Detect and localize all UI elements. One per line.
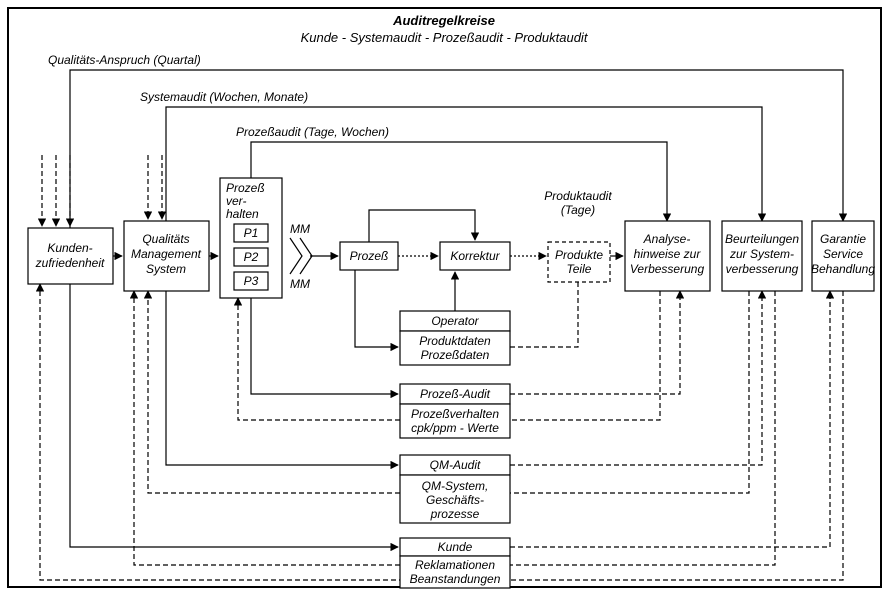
svg-text:Kunden-: Kunden-	[47, 241, 92, 255]
svg-text:Beurteilungen: Beurteilungen	[725, 232, 799, 246]
loop-label-produktaudit-2: (Tage)	[561, 203, 595, 217]
svg-text:QM-System,: QM-System,	[422, 479, 489, 493]
svg-text:Garantie: Garantie	[820, 232, 866, 246]
box-analyse: Analyse- hinweise zur Verbesserung	[625, 221, 710, 291]
mm-label-bottom: MM	[290, 277, 310, 291]
svg-text:Kunde: Kunde	[438, 540, 473, 554]
loop-label-produktaudit-1: Produktaudit	[544, 189, 612, 203]
kunde-feedback-to-qms	[134, 291, 400, 565]
svg-text:verbesserung: verbesserung	[726, 262, 799, 276]
svg-text:Korrektur: Korrektur	[450, 249, 500, 263]
box-operator: Operator Produktdaten Prozeßdaten	[400, 311, 510, 365]
svg-text:Qualitäts: Qualitäts	[142, 232, 189, 246]
svg-text:Teile: Teile	[567, 262, 592, 276]
svg-text:Beanstandungen: Beanstandungen	[410, 572, 501, 586]
kunde-to-garantie	[510, 291, 830, 547]
mm-label-top: MM	[290, 222, 310, 236]
loop-prozess-top	[251, 142, 667, 221]
loop-system-feedback-right	[510, 291, 749, 493]
box-beurteilungen: Beurteilungen zur System- verbesserung	[722, 221, 802, 291]
svg-text:Management: Management	[131, 247, 202, 261]
box-kunde: Kunde Reklamationen Beanstandungen	[400, 538, 510, 588]
svg-text:P2: P2	[244, 250, 259, 264]
svg-text:QM-Audit: QM-Audit	[430, 458, 481, 472]
svg-text:Prozeß-Audit: Prozeß-Audit	[420, 387, 491, 401]
svg-text:Produktdaten: Produktdaten	[419, 334, 491, 348]
loop-label-systemaudit: Systemaudit (Wochen, Monate)	[140, 90, 308, 104]
svg-text:Prozeßverhalten: Prozeßverhalten	[411, 407, 499, 421]
title-line1: Auditregelkreise	[392, 13, 495, 28]
svg-text:Operator: Operator	[431, 314, 479, 328]
prozess-to-operator	[355, 270, 398, 347]
svg-text:zufriedenheit: zufriedenheit	[35, 256, 105, 270]
svg-text:Analyse-: Analyse-	[643, 232, 691, 246]
loop-label-prozessaudit: Prozeßaudit (Tage, Wochen)	[236, 125, 389, 139]
loop-prozess-feedback-right	[510, 291, 660, 420]
svg-text:hinweise zur: hinweise zur	[634, 247, 702, 261]
svg-text:cpk/ppm - Werte: cpk/ppm - Werte	[411, 421, 499, 435]
produkt-feedback-down	[510, 282, 578, 347]
svg-text:Prozeß: Prozeß	[350, 249, 389, 263]
svg-text:Prozeß: Prozeß	[226, 181, 265, 195]
box-prozessverhalten: Prozeß ver- halten P1 P2 P3	[220, 178, 282, 298]
prozessver-to-prozessaudit	[251, 298, 398, 394]
svg-text:Geschäfts-: Geschäfts-	[426, 493, 484, 507]
box-garantie: Garantie Service Behandlung	[811, 221, 875, 291]
svg-text:Prozeßdaten: Prozeßdaten	[421, 348, 490, 362]
loop-prozess-feedback-left	[238, 298, 400, 420]
svg-text:Verbesserung: Verbesserung	[630, 262, 705, 276]
prozessaudit-to-analyse	[510, 291, 680, 394]
qms-to-qmaudit	[166, 291, 398, 465]
svg-text:Reklamationen: Reklamationen	[415, 558, 495, 572]
box-kundenzufriedenheit: Kunden- zufriedenheit	[28, 228, 113, 284]
svg-text:halten: halten	[226, 207, 259, 221]
svg-text:ver-: ver-	[226, 194, 246, 208]
box-prozess: Prozeß	[340, 242, 398, 270]
title-line2: Kunde - Systemaudit - Prozeßaudit - Prod…	[301, 30, 589, 45]
mm-chevrons	[290, 238, 312, 274]
svg-text:Behandlung: Behandlung	[811, 262, 875, 276]
beurteil-to-kunde-right	[510, 291, 775, 565]
box-qmaudit: QM-Audit QM-System, Geschäfts- prozesse	[400, 455, 510, 523]
svg-text:P1: P1	[244, 226, 259, 240]
loop-label-qualitaet: Qualitäts-Anspruch (Quartal)	[48, 53, 201, 67]
svg-text:prozesse: prozesse	[430, 507, 480, 521]
qmaudit-to-beurteil	[510, 291, 762, 465]
prozess-top-arc	[369, 210, 475, 242]
svg-text:zur System-: zur System-	[729, 247, 794, 261]
svg-text:Service: Service	[823, 247, 863, 261]
box-korrektur: Korrektur	[440, 242, 510, 270]
svg-text:System: System	[146, 262, 186, 276]
box-produkte: Produkte Teile	[548, 242, 610, 282]
loop-system-feedback-left	[148, 291, 400, 493]
box-prozessaudit: Prozeß-Audit Prozeßverhalten cpk/ppm - W…	[400, 384, 510, 438]
box-qms: Qualitäts Management System	[124, 221, 209, 291]
svg-text:P3: P3	[244, 274, 259, 288]
kunden-to-kunde	[70, 284, 398, 547]
svg-text:Produkte: Produkte	[555, 248, 603, 262]
